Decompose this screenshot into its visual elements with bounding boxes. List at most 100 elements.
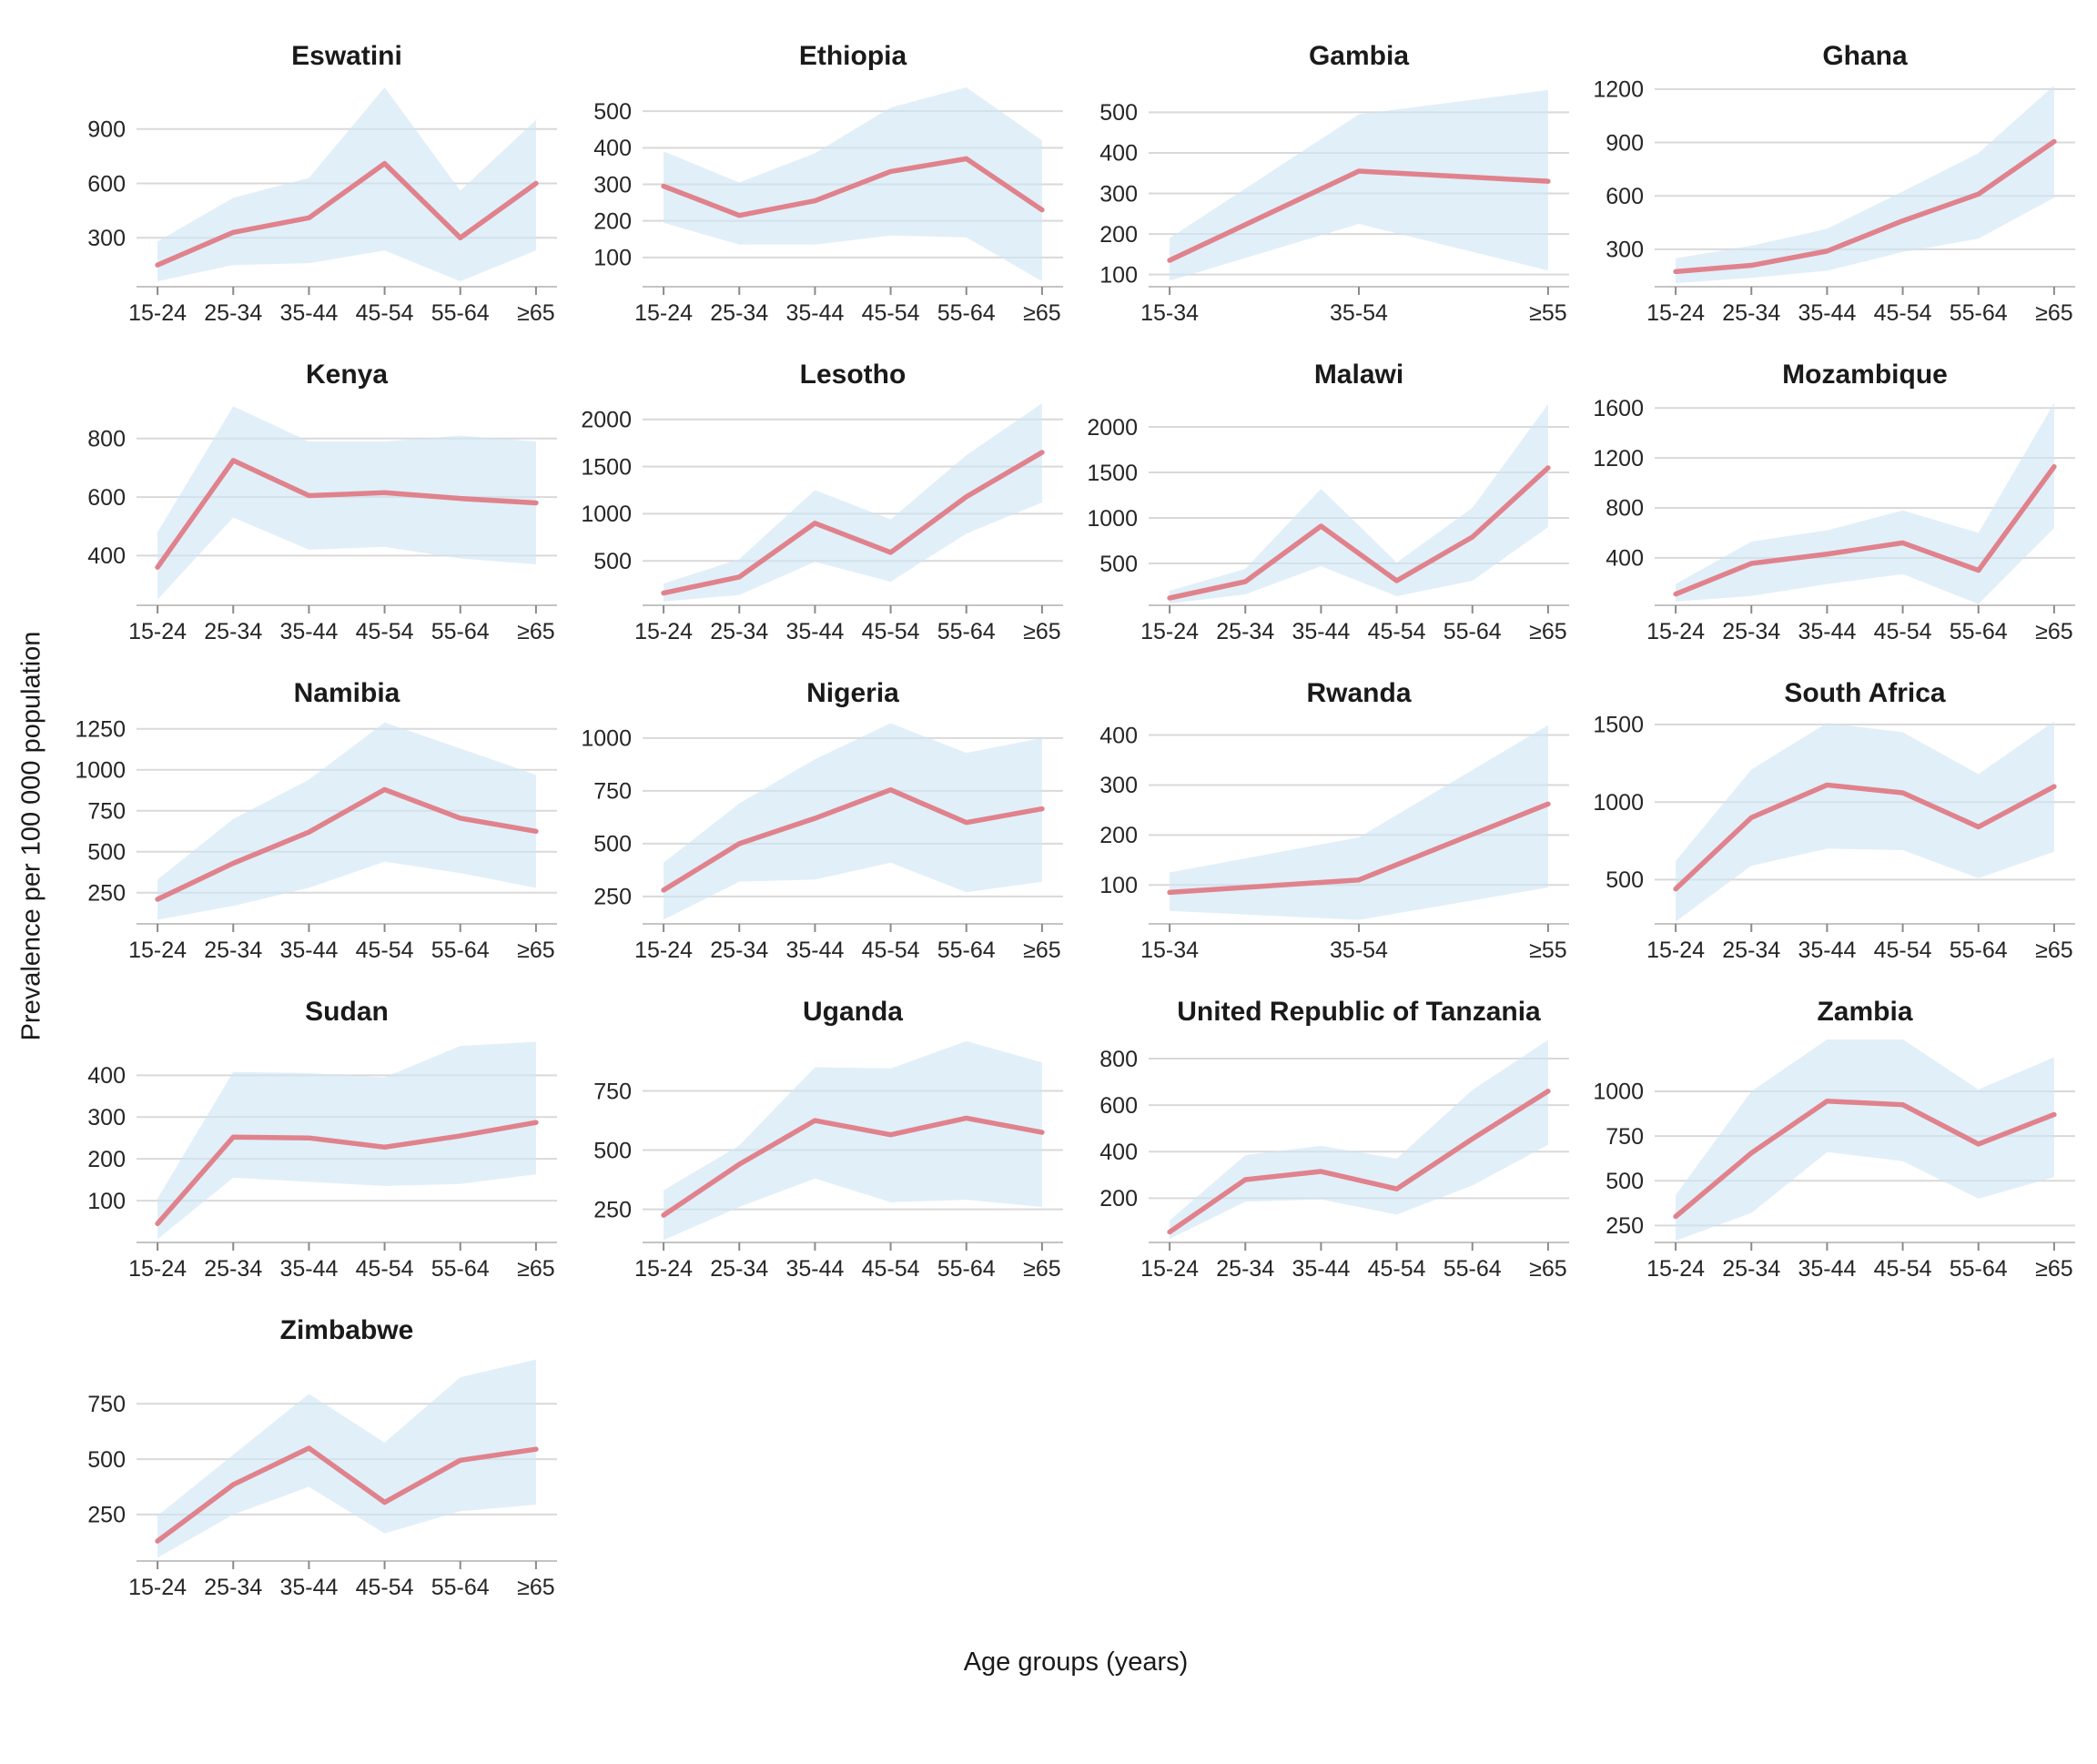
y-tick-label: 900 [1606, 130, 1644, 156]
panel-title: Malawi [1076, 335, 1582, 393]
panel-gambia: Gambia 100 200 300 400 500 15-34 35-54 ≥55 [1076, 16, 1582, 335]
x-tick-label: 35-44 [785, 1256, 844, 1282]
confidence-band [1676, 721, 2054, 922]
x-tick-label: 55-64 [937, 619, 996, 644]
prevalence-line [661, 786, 1045, 893]
y-tick-label: 300 [1606, 238, 1644, 263]
x-tick-label: ≥65 [517, 300, 555, 326]
x-tick-label: 35-44 [1798, 1256, 1856, 1282]
x-tick-label: 15-24 [128, 619, 187, 644]
charts-grid: Eswatini 300 600 900 15-24 25-34 35-44 45-54 55-… [64, 16, 2097, 1609]
x-tick-label: 15-24 [128, 1256, 187, 1282]
prevalence-line [155, 786, 539, 902]
panel-title-text: Zambia [1817, 997, 1913, 1027]
prevalence-line [1673, 1099, 2057, 1220]
panel-title-text: Malawi [1313, 360, 1404, 390]
confidence-band [1676, 85, 2054, 284]
panel-title-text: Ethiopia [798, 41, 907, 71]
chart-ethiopia: 100 200 300 400 500 15-24 25-34 35-44 45-54 55-64… [593, 87, 1063, 326]
confidence-band [1676, 1039, 2054, 1242]
panel-title-text: Uganda [802, 997, 903, 1027]
x-tick-label: 15-24 [128, 300, 187, 326]
confidence-band [1170, 404, 1548, 603]
y-tick-label: 800 [1099, 1047, 1138, 1072]
x-tick-label: 25-34 [1722, 619, 1780, 644]
x-tick-label: 35-44 [785, 619, 844, 644]
y-tick-label: 1200 [1593, 77, 1644, 103]
y-tick-label: 400 [87, 543, 126, 569]
x-tick-label: 35-44 [1798, 619, 1856, 644]
y-tick-label: 100 [87, 1189, 126, 1214]
y-axis-title: Prevalence per 100 000 population [0, 16, 64, 1655]
y-tick-label: 200 [1099, 222, 1138, 248]
x-tick-label: 45-54 [1874, 619, 1932, 644]
y-tick-label: 600 [1099, 1093, 1138, 1119]
x-tick-label: ≥65 [517, 1575, 555, 1600]
x-tick-label: 35-54 [1330, 938, 1388, 963]
x-tick-label: ≥55 [1529, 938, 1567, 963]
y-tick-label: 1250 [75, 717, 126, 743]
x-tick-label: ≥65 [1023, 938, 1061, 963]
x-tick-label: ≥65 [1529, 619, 1567, 644]
x-tick-label: 35-44 [1292, 1256, 1350, 1282]
chart-uganda: 250 500 750 15-24 25-34 35-44 45-54 55-64 ≥65 [593, 1040, 1063, 1282]
y-tick-label: 500 [1606, 1169, 1644, 1194]
x-tick-label: 35-44 [1292, 619, 1350, 644]
panel-malawi: Malawi 500 1000 1500 2000 15-24 25-34 35-44 45-5… [1076, 335, 1582, 654]
panel-title-text: Kenya [305, 360, 389, 390]
x-tick-label: 15-24 [128, 938, 187, 963]
x-tick-label: 25-34 [204, 300, 262, 326]
x-tick-label: 45-54 [356, 1575, 414, 1600]
x-tick-label: 15-34 [1140, 300, 1199, 326]
prevalence-line [155, 1120, 539, 1227]
x-tick-label: 45-54 [1874, 1256, 1932, 1282]
panel-title-text: Mozambique [1782, 360, 1948, 390]
y-tick-label: 250 [87, 881, 126, 907]
y-tick-label: 1000 [75, 758, 126, 784]
y-tick-label: 400 [1099, 1140, 1138, 1165]
x-tick-label: 15-24 [634, 619, 693, 644]
prevalence-line [1167, 168, 1551, 263]
confidence-band [157, 1359, 536, 1558]
confidence-band [157, 406, 536, 600]
confidence-band [664, 1040, 1042, 1241]
x-tick-label: ≥65 [1023, 300, 1061, 326]
panel-title: Ghana [1582, 16, 2088, 75]
y-tick-label: 250 [1606, 1213, 1644, 1239]
panel-ghana: Ghana 300 600 900 1200 15-24 25-34 35-44 45-54 55… [1582, 16, 2088, 335]
y-tick-label: 600 [87, 171, 126, 197]
x-tick-label: 55-64 [431, 300, 490, 326]
confidence-band [1170, 1039, 1548, 1240]
panel-title: United Republic of Tanzania [1076, 972, 1582, 1030]
y-tick-label: 750 [87, 799, 126, 825]
y-tick-label: 200 [87, 1147, 126, 1172]
x-tick-label: 45-54 [356, 619, 414, 644]
panel-title: South Africa [1582, 654, 2088, 712]
x-tick-label: 45-54 [356, 300, 414, 326]
y-tick-label: 500 [1099, 552, 1138, 577]
panel-title: Zimbabwe [64, 1291, 570, 1349]
y-tick-label: 2000 [581, 407, 632, 432]
x-tick-label: 25-34 [204, 619, 262, 644]
panel-title: Zambia [1582, 972, 2088, 1030]
y-tick-label: 200 [1099, 1186, 1138, 1211]
y-tick-label: 500 [593, 1138, 632, 1163]
x-tick-label: 25-34 [204, 938, 262, 963]
x-tick-label: 15-24 [128, 1575, 187, 1600]
y-tick-label: 800 [87, 427, 126, 452]
prevalence-line [155, 458, 539, 570]
chart-eswatini: 300 600 900 15-24 25-34 35-44 45-54 55-64 ≥65 [87, 86, 557, 326]
x-tick-label: 25-34 [710, 300, 768, 326]
confidence-band [157, 722, 536, 920]
y-tick-label: 300 [1099, 181, 1138, 207]
prevalence-line [1167, 465, 1551, 601]
chart-sudan: 100 200 300 400 15-24 25-34 35-44 45-54 55-64 ≥65 [87, 1041, 557, 1282]
panel-namibia: Namibia 250 500 750 1000 1250 15-24 25-34 35-44 4… [64, 654, 570, 972]
prevalence-line [661, 1115, 1045, 1218]
y-tick-label: 400 [87, 1063, 126, 1089]
x-tick-label: ≥65 [1529, 1256, 1567, 1282]
y-tick-label: 2000 [1087, 415, 1138, 441]
prevalence-line [155, 160, 539, 268]
panel-title: Sudan [64, 972, 570, 1030]
prevalence-line [661, 450, 1045, 596]
